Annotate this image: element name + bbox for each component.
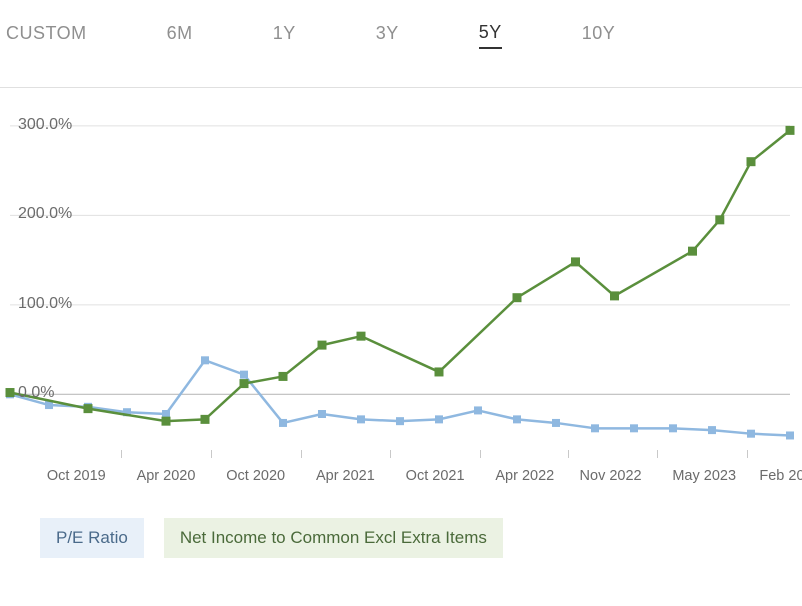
- x-axis-minor-tick: [301, 450, 302, 458]
- x-axis-label: Apr 2022: [495, 468, 554, 484]
- y-axis-label: 0.0%: [18, 384, 54, 402]
- y-axis-label: 200.0%: [18, 205, 72, 223]
- chart-svg: [0, 88, 802, 498]
- x-axis-minor-tick: [568, 450, 569, 458]
- x-axis-minor-tick: [211, 450, 212, 458]
- x-axis-label: Feb 2024: [759, 468, 802, 484]
- legend-item-pe-ratio[interactable]: P/E Ratio: [40, 518, 144, 558]
- tab-10y[interactable]: 10Y: [582, 19, 616, 48]
- x-axis-label: Oct 2020: [226, 468, 285, 484]
- y-axis-label: 100.0%: [18, 295, 72, 313]
- tab-5y[interactable]: 5Y: [479, 18, 502, 49]
- x-axis-label: Nov 2022: [580, 468, 642, 484]
- x-axis-minor-tick: [747, 450, 748, 458]
- x-axis-minor-tick: [480, 450, 481, 458]
- legend-item-net-income[interactable]: Net Income to Common Excl Extra Items: [164, 518, 503, 558]
- x-axis-minor-tick: [390, 450, 391, 458]
- line-chart: 0.0% 100.0% 200.0% 300.0% Oct 2019 Apr 2020 Oc…: [0, 88, 802, 498]
- tab-1y[interactable]: 1Y: [273, 19, 296, 48]
- tab-custom[interactable]: CUSTOM: [6, 19, 87, 48]
- chart-legend: P/E Ratio Net Income to Common Excl Extr…: [40, 518, 802, 558]
- x-axis-label: Apr 2021: [316, 468, 375, 484]
- tab-6m[interactable]: 6M: [167, 19, 193, 48]
- x-axis-label: Oct 2021: [406, 468, 465, 484]
- x-axis-minor-tick: [121, 450, 122, 458]
- legend-label: P/E Ratio: [56, 528, 128, 547]
- x-axis-label: Oct 2019: [47, 468, 106, 484]
- x-axis-label: May 2023: [672, 468, 736, 484]
- tab-3y[interactable]: 3Y: [376, 19, 399, 48]
- time-range-tabs: CUSTOM 6M 1Y 3Y 5Y 10Y: [0, 0, 802, 59]
- y-axis-label: 300.0%: [18, 116, 72, 134]
- legend-label: Net Income to Common Excl Extra Items: [180, 528, 487, 547]
- x-axis-minor-tick: [657, 450, 658, 458]
- x-axis-label: Apr 2020: [137, 468, 196, 484]
